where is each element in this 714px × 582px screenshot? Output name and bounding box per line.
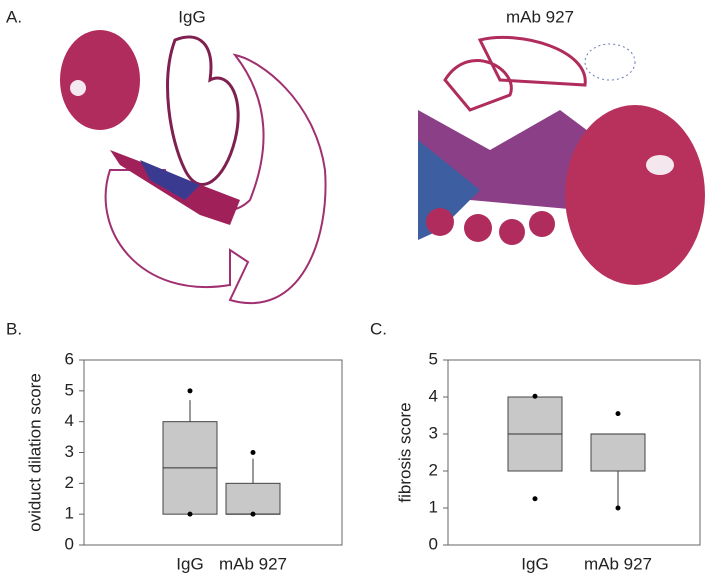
y-tick-label: 6 bbox=[65, 349, 74, 368]
y-axis-label: oviduct dilation score bbox=[25, 373, 44, 532]
y-tick-label: 3 bbox=[429, 423, 438, 442]
y-tick-label: 0 bbox=[65, 534, 74, 553]
histology-image bbox=[60, 30, 327, 305]
outlier bbox=[615, 505, 621, 511]
y-tick-label: 3 bbox=[65, 442, 74, 461]
image-title: IgG bbox=[178, 7, 205, 26]
outlier bbox=[250, 450, 256, 455]
outlier bbox=[532, 496, 538, 502]
x-tick-label: mAb 927 bbox=[584, 554, 652, 573]
x-tick-label: mAb 927 bbox=[219, 554, 287, 573]
y-tick-label: 1 bbox=[65, 504, 74, 523]
y-tick-label: 5 bbox=[65, 380, 74, 399]
outlier bbox=[250, 511, 256, 517]
image-title: mAb 927 bbox=[506, 7, 574, 26]
outlier bbox=[187, 388, 193, 394]
y-tick-label: 1 bbox=[429, 497, 438, 516]
y-tick-label: 4 bbox=[429, 386, 438, 405]
y-tick-label: 2 bbox=[65, 473, 74, 492]
y-tick-label: 2 bbox=[429, 460, 438, 479]
outlier bbox=[615, 411, 621, 417]
y-tick-label: 4 bbox=[65, 411, 74, 430]
outlier bbox=[187, 511, 193, 517]
box bbox=[225, 482, 281, 515]
panel-label: A. bbox=[6, 7, 22, 26]
box bbox=[590, 433, 646, 472]
y-tick-label: 0 bbox=[429, 534, 438, 553]
panel-label: B. bbox=[6, 319, 22, 338]
x-tick-label: IgG bbox=[521, 554, 548, 573]
outlier bbox=[532, 393, 538, 399]
y-tick-label: 5 bbox=[429, 349, 438, 368]
y-axis-label: fibrosis score bbox=[395, 402, 414, 502]
plot-frame bbox=[447, 359, 701, 546]
x-tick-label: IgG bbox=[176, 554, 203, 573]
panel-label: C. bbox=[370, 319, 387, 338]
histology-image bbox=[418, 35, 705, 285]
